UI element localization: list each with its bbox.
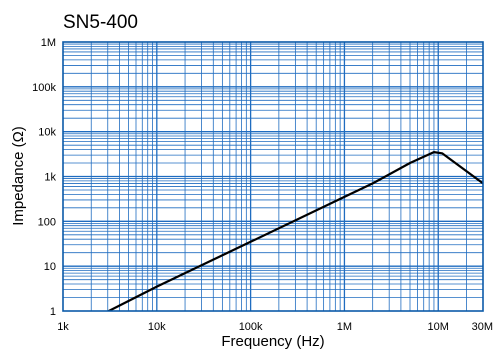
y-tick-label: 10 — [44, 261, 56, 273]
x-axis-label: Frequency (Hz) — [221, 333, 324, 350]
series-layer — [106, 151, 483, 311]
y-tick-label: 100k — [32, 82, 56, 94]
y-tick-label: 1k — [44, 172, 56, 184]
y-tick-labels: 1 10 100 1k 10k 100k 1M — [32, 37, 56, 318]
y-tick-label: 10k — [38, 127, 56, 139]
x-tick-label: 10k — [148, 321, 166, 333]
y-tick-label: 1M — [41, 37, 56, 49]
x-tick-label: 1k — [57, 321, 69, 333]
chart-title: SN5-400 — [63, 12, 138, 33]
x-tick-label: 10M — [428, 321, 449, 333]
grid — [63, 42, 483, 311]
y-tick-label: 100 — [38, 216, 56, 228]
x-tick-label: 1M — [337, 321, 352, 333]
x-tick-label: 100k — [239, 321, 263, 333]
plot-border — [62, 41, 484, 312]
x-tick-labels: 1k 10k 100k 1M 10M 30M — [57, 321, 493, 333]
y-tick-label: 1 — [50, 306, 56, 318]
x-tick-label: 30M — [472, 321, 493, 333]
y-axis-label: Impedance (Ω) — [10, 126, 27, 226]
series-line — [106, 151, 483, 311]
